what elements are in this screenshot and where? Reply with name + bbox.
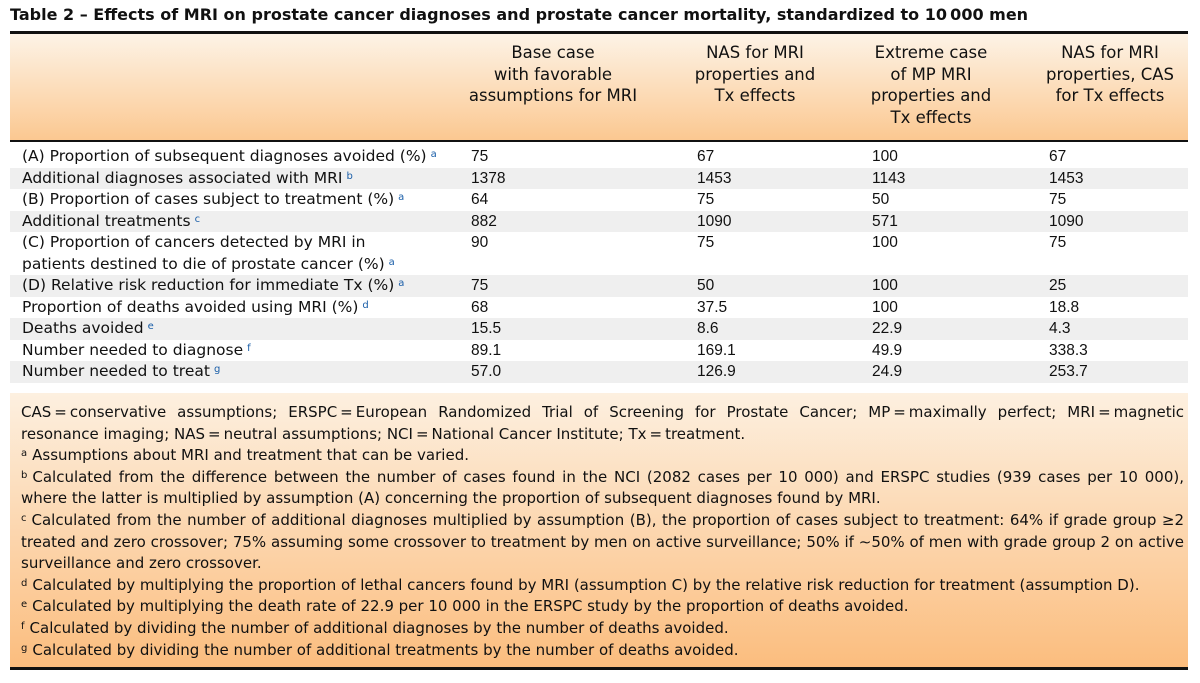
table-row: (B) Proportion of cases subject to treat… bbox=[22, 190, 1067, 208]
table-row: Additional treatments c 882 1090 571 1090 bbox=[10, 210, 1188, 232]
column-header-base-case: Base case with favorable assumptions for… bbox=[468, 43, 638, 105]
column-header-nas-tx: NAS for MRI properties and Tx effects bbox=[694, 43, 816, 105]
footnote-marker: c bbox=[194, 213, 201, 225]
table-header: Base case with favorable assumptions for… bbox=[10, 34, 1188, 140]
footnote-marker: d bbox=[362, 299, 369, 311]
footnote-marker: a bbox=[398, 278, 405, 289]
footnote-marker: b bbox=[346, 170, 353, 182]
top-rule bbox=[10, 31, 1188, 34]
table-title: Table 2 – Effects of MRI on prostate can… bbox=[10, 5, 1029, 24]
table-row: Proportion of deaths avoided using MRI (… bbox=[22, 297, 1080, 316]
table-row: Deaths avoided e 15.5 8.6 22.9 4.3 bbox=[10, 318, 1188, 340]
footnote-d: d Calculated by multiplying the proportio… bbox=[21, 575, 1140, 594]
footnote-marker: f bbox=[247, 342, 251, 354]
footnote-f: f Calculated by dividing the number of ad… bbox=[21, 618, 729, 637]
table-body: (A) Proportion of subsequent diagnoses a… bbox=[10, 142, 1188, 390]
table-footnotes: CAS = conservative assumptions; ERSPC = … bbox=[10, 393, 1188, 667]
footnote-c: c Calculated from the number of additiona… bbox=[21, 510, 1184, 573]
table-row: (C) Proportion of cancers detected by MR… bbox=[22, 233, 1067, 273]
footnote-marker: g bbox=[213, 364, 221, 375]
footnote-marker: a bbox=[430, 149, 437, 160]
bottom-rule bbox=[10, 667, 1188, 670]
table-row: (D) Relative risk reduction for immediat… bbox=[10, 275, 1188, 297]
column-header-nas-cas: NAS for MRI properties, CAS for Tx effec… bbox=[1046, 43, 1174, 105]
column-header-extreme-case: Extreme case of MP MRI properties and Tx… bbox=[870, 43, 992, 127]
table-row: Number needed to diagnose f 89.1 169.1 49… bbox=[22, 340, 1088, 359]
footnote-marker: a bbox=[398, 192, 405, 203]
table-row: Number needed to treat g 57.0 126.9 24.9 … bbox=[10, 361, 1188, 383]
table-row: Additional diagnoses associated with MRI… bbox=[10, 167, 1188, 189]
footnote-a: a Assumptions about MRI and treatment tha… bbox=[21, 446, 469, 465]
footnote-marker: a bbox=[388, 256, 395, 268]
footnote-b: b Calculated from the difference between … bbox=[21, 467, 1184, 508]
footnote-g: g Calculated by dividing the number of ad… bbox=[21, 640, 739, 659]
header-rule bbox=[10, 140, 1188, 142]
table-row: (A) Proportion of subsequent diagnoses a… bbox=[22, 147, 1067, 165]
abbreviations-note: CAS = conservative assumptions; ERSPC = … bbox=[21, 403, 1184, 443]
footnote-e: e Calculated by multiplying the death rat… bbox=[21, 597, 909, 616]
footnote-marker: e bbox=[147, 321, 154, 332]
